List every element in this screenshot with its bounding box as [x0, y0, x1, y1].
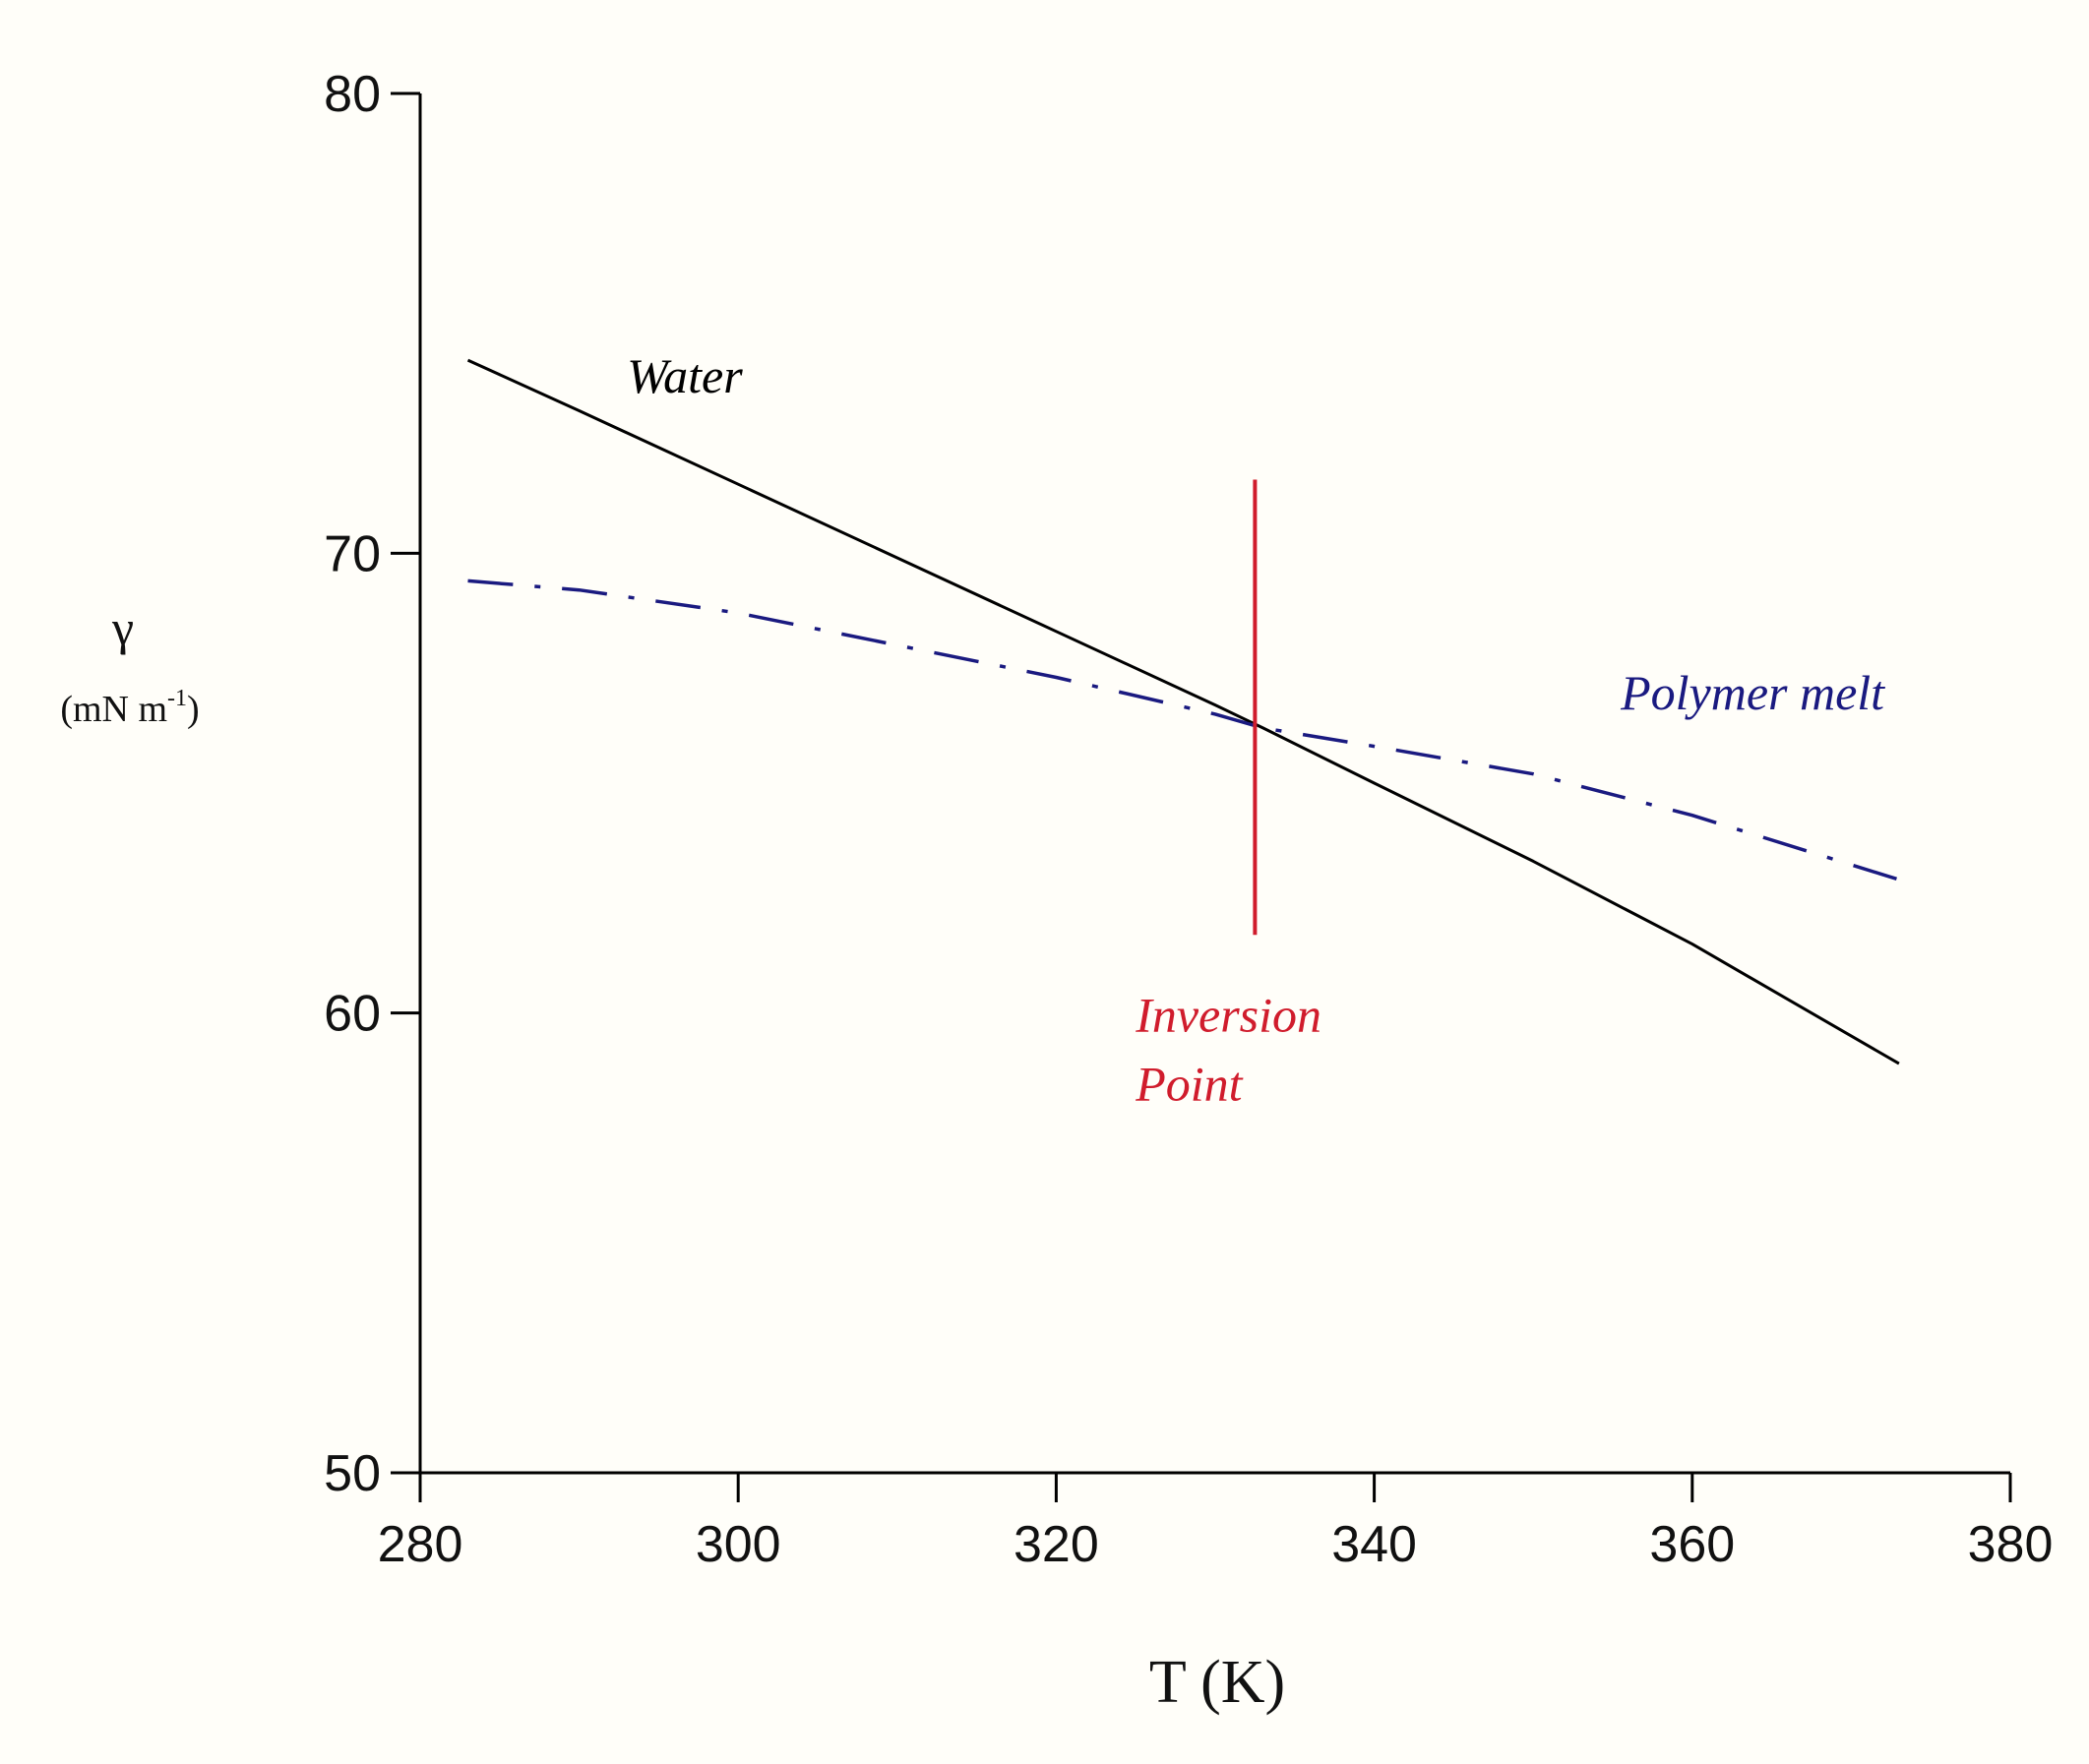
x-tick-label: 320	[1014, 1516, 1099, 1573]
x-axis-title: T (K)	[1149, 1649, 1285, 1716]
series-layer	[466, 358, 1900, 1065]
y-axis-unit-end: )	[187, 689, 200, 730]
annotation-point: Point	[1135, 1056, 1243, 1111]
x-tick-label: 300	[696, 1516, 781, 1573]
x-tick-label: 280	[378, 1516, 463, 1573]
y-ticks: 50 60 70 80	[324, 66, 420, 1502]
y-axis-unit-sup: -1	[167, 686, 187, 711]
y-axis-unit-main: (mN m	[60, 689, 167, 730]
y-axis-title: γ	[111, 600, 134, 655]
axes	[418, 93, 2010, 1475]
annotation-water: Water	[627, 348, 743, 403]
y-tick-label: 50	[324, 1445, 381, 1502]
annotation-inversion: Inversion	[1135, 987, 1321, 1042]
series-line-water	[466, 358, 1900, 1065]
x-tick-label: 380	[1968, 1516, 2054, 1573]
x-tick-label: 340	[1331, 1516, 1417, 1573]
y-tick-label: 70	[324, 525, 381, 582]
y-tick-label: 80	[324, 66, 381, 123]
annotations: Water Polymer melt Inversion Point	[627, 348, 1885, 1112]
x-tick-label: 360	[1649, 1516, 1735, 1573]
annotation-polymer-melt: Polymer melt	[1620, 665, 1885, 720]
series-line-polymer-melt	[467, 578, 1900, 882]
y-tick-label: 60	[324, 986, 381, 1043]
y-axis-unit: (mN m-1)	[60, 686, 199, 730]
x-ticks: 280 300 320 340 360 380	[378, 1473, 2054, 1573]
